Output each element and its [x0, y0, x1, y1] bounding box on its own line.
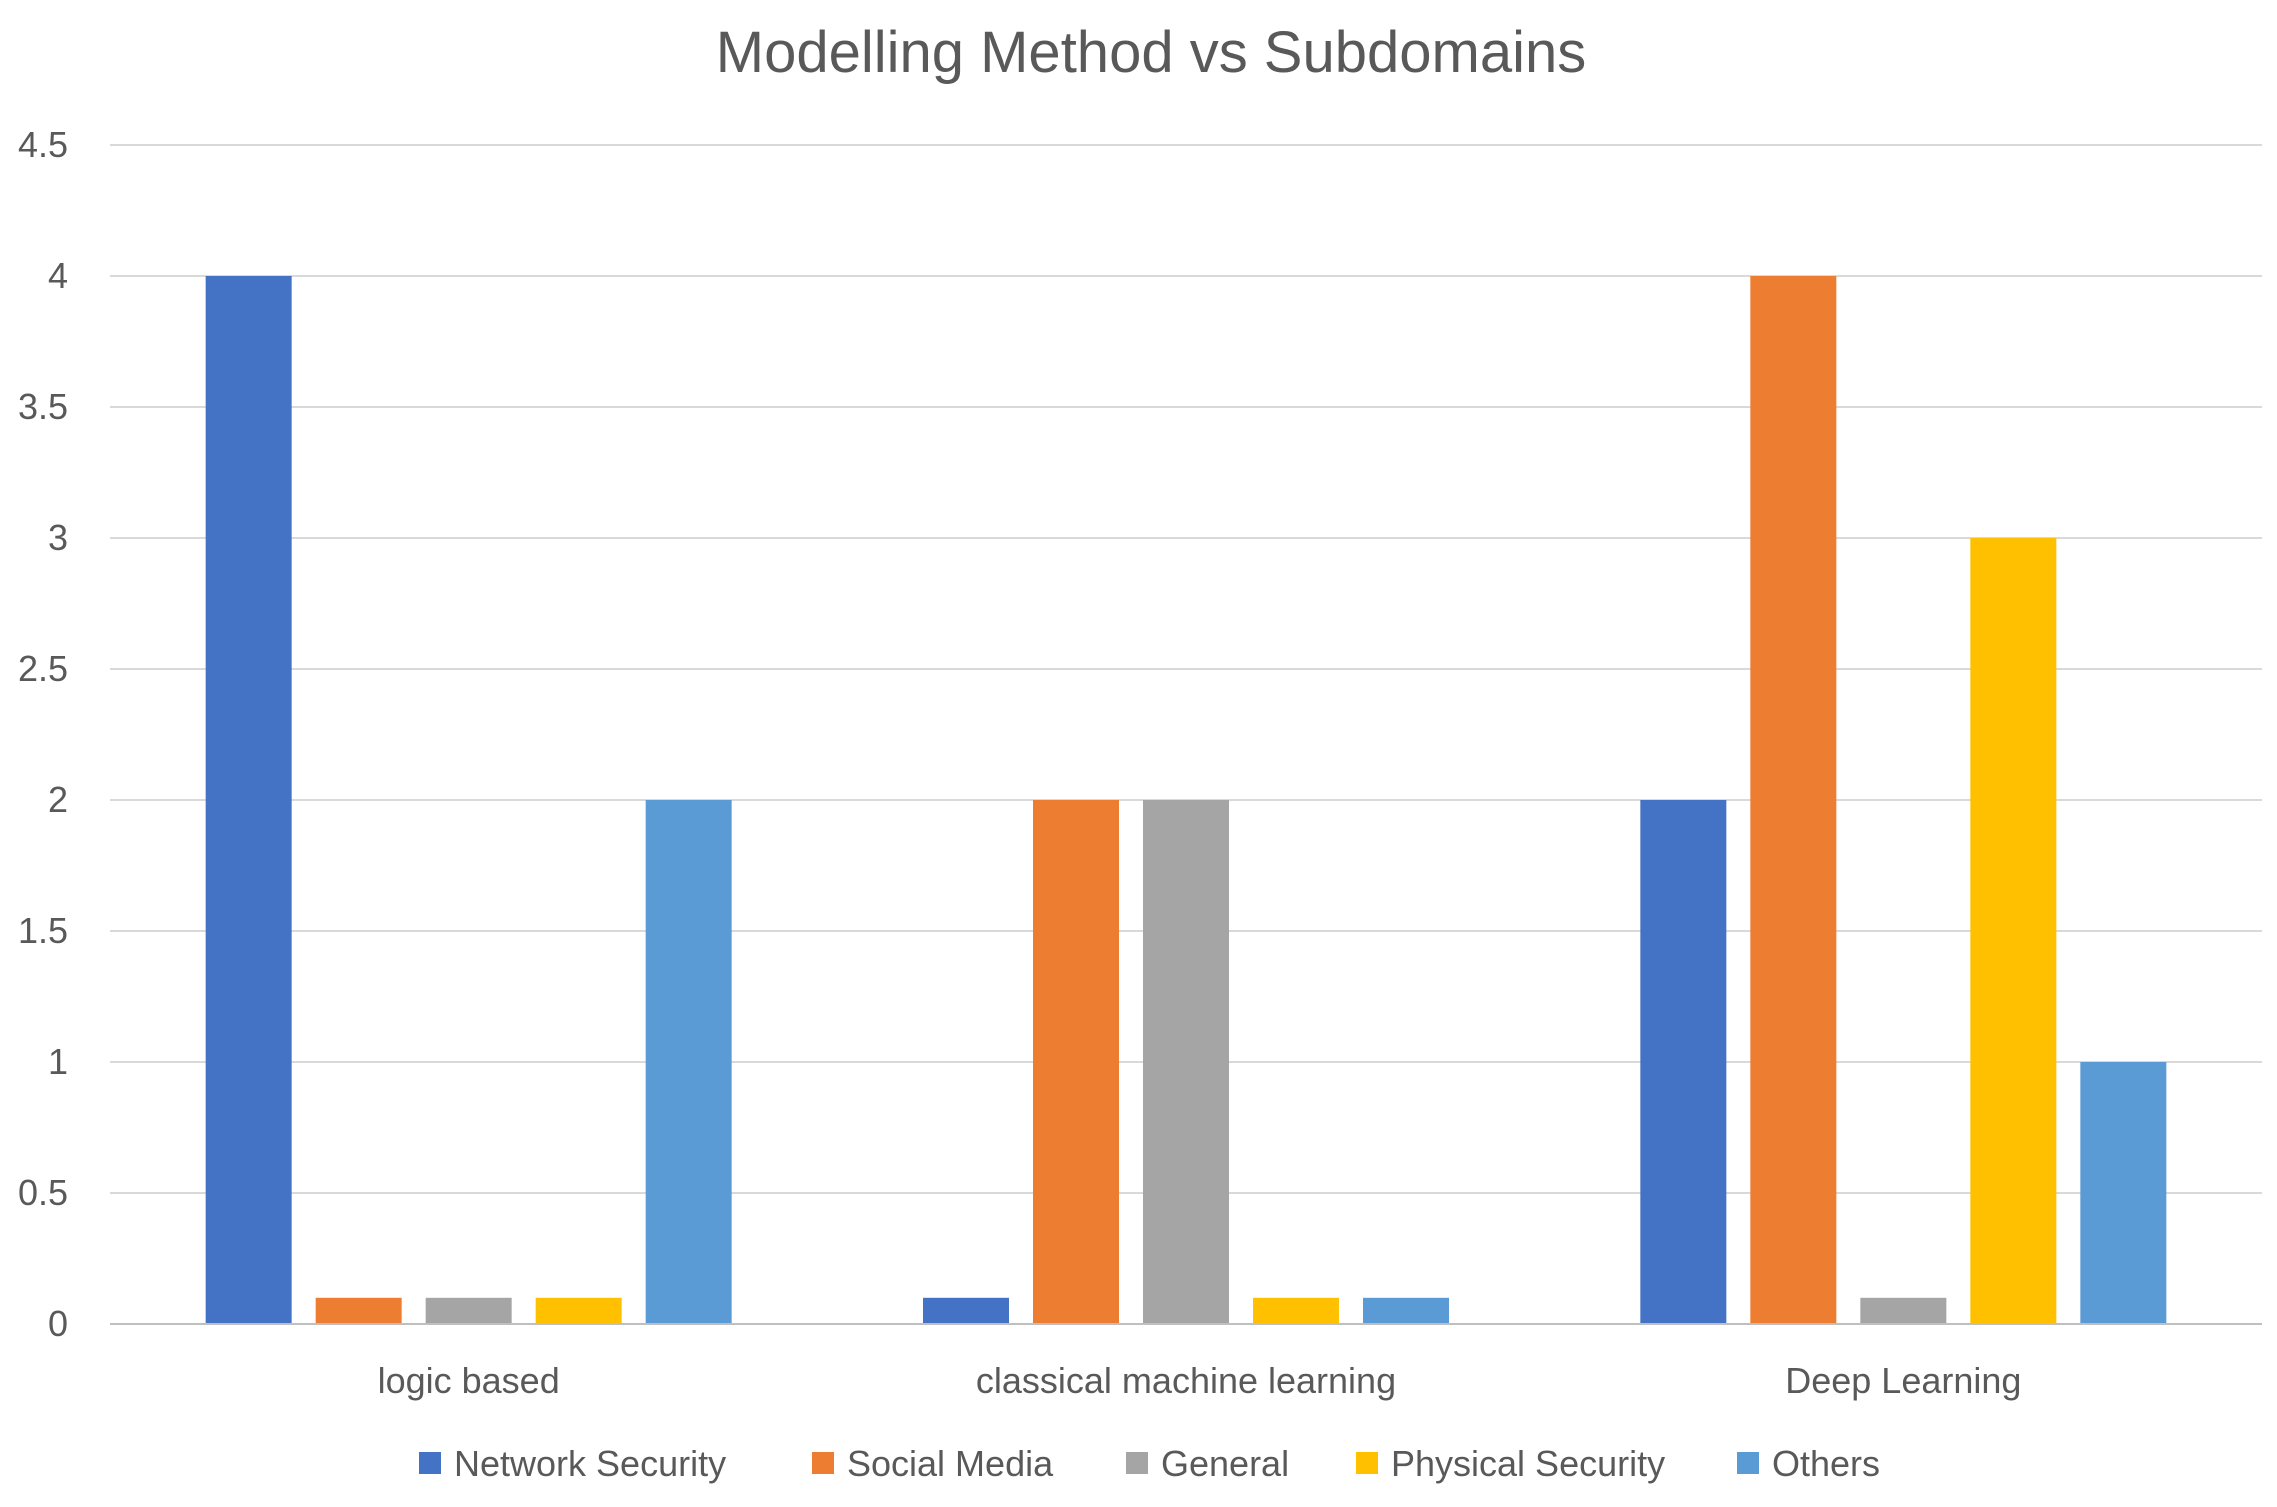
bar-network-security [205, 276, 292, 1324]
gridlines [110, 144, 2262, 1194]
bar-physical-security [1253, 1297, 1339, 1324]
legend-swatch [419, 1452, 441, 1474]
bar-physical-security [1970, 538, 2057, 1324]
bar-others [2080, 1062, 2167, 1324]
y-tick-label: 4.5 [18, 124, 68, 165]
y-tick-label: 0 [48, 1303, 68, 1344]
bars [205, 276, 2167, 1324]
legend: Network Security Social Media General Physi… [419, 1443, 1880, 1484]
y-tick-label: 3.5 [18, 386, 68, 427]
y-tick-label: 4 [48, 255, 68, 296]
bar-social-media [315, 1297, 402, 1324]
y-tick-label: 0.5 [18, 1172, 68, 1213]
y-tick-label: 2 [48, 779, 68, 820]
legend-label: Others [1772, 1443, 1880, 1484]
legend-label: Physical Security [1391, 1443, 1665, 1484]
bar-physical-security [535, 1297, 622, 1324]
bar-social-media [1750, 276, 1837, 1324]
bar-network-security [1640, 800, 1727, 1324]
y-axis-tick-labels: 0 0.5 1 1.5 2 2.5 3 3.5 4 4.5 [18, 124, 68, 1344]
bar-network-security [923, 1297, 1009, 1324]
legend-label: Network Security [454, 1443, 726, 1484]
category-label: logic based [378, 1360, 560, 1401]
y-tick-label: 2.5 [18, 648, 68, 689]
y-tick-label: 1 [48, 1041, 68, 1082]
bar-others [1363, 1297, 1449, 1324]
chart-title: Modelling Method vs Subdomains [716, 20, 1586, 85]
bar-others [645, 800, 732, 1324]
bar-general [1860, 1297, 1947, 1324]
category-label: Deep Learning [1785, 1360, 2021, 1401]
legend-label: Social Media [847, 1443, 1054, 1484]
legend-label: General [1161, 1443, 1289, 1484]
legend-swatch [1737, 1452, 1759, 1474]
x-axis-category-labels: logic based classical machine learning Dee… [378, 1360, 2022, 1401]
y-tick-label: 1.5 [18, 910, 68, 951]
legend-swatch [1126, 1452, 1148, 1474]
bar-social-media [1033, 800, 1119, 1324]
bar-general [425, 1297, 512, 1324]
y-tick-label: 3 [48, 517, 68, 558]
legend-swatch [1356, 1452, 1378, 1474]
category-label: classical machine learning [976, 1360, 1396, 1401]
legend-swatch [812, 1452, 834, 1474]
bar-general [1143, 800, 1229, 1324]
